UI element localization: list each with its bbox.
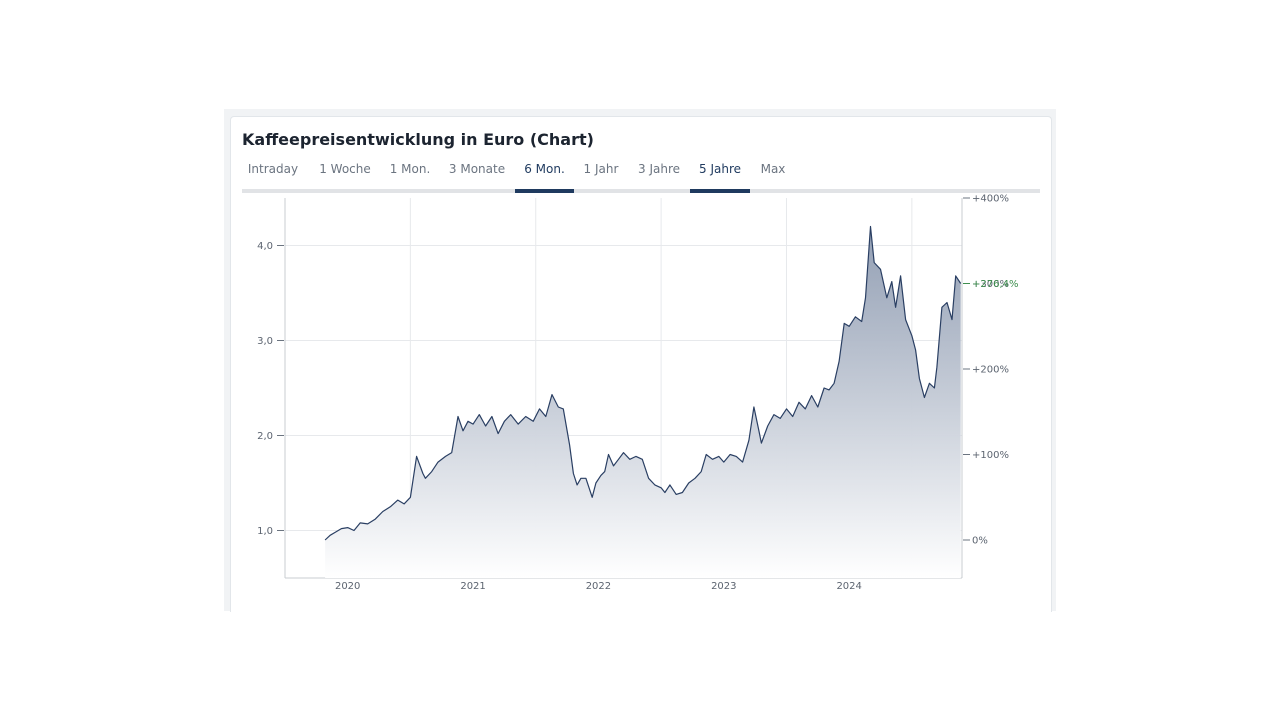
y-right-tick-label: +300% <box>972 279 1009 290</box>
price-line <box>324 225 962 541</box>
x-tick-label: 2020 <box>335 581 360 592</box>
y-tick-label: 1,0 <box>257 526 273 537</box>
x-tick-label: 2024 <box>836 581 861 592</box>
chart-area <box>324 225 962 578</box>
y-tick-label: 4,0 <box>257 241 273 252</box>
tab-1-mon[interactable]: 1 Mon. <box>389 162 431 176</box>
x-tick-label: 2022 <box>586 581 611 592</box>
tab-3-jahre[interactable]: 3 Jahre <box>638 162 680 176</box>
tab-intraday[interactable]: Intraday <box>247 162 299 176</box>
x-tick-label: 2023 <box>711 581 736 592</box>
timeframe-tabs: Intraday 1 Woche 1 Mon. 3 Monate 6 Mon. … <box>242 155 1040 193</box>
y-right-tick-label: 0% <box>972 536 988 547</box>
y-right-tick-label: +200% <box>972 365 1009 376</box>
tab-6-mon[interactable]: 6 Mon. <box>515 155 574 193</box>
y-tick-label: 2,0 <box>257 431 273 442</box>
y-right-tick-label: +100% <box>972 450 1009 461</box>
tab-1-jahr[interactable]: 1 Jahr <box>583 162 619 176</box>
tab-max[interactable]: Max <box>760 162 786 176</box>
x-tick-label: 2021 <box>460 581 485 592</box>
price-area-fill <box>325 226 961 578</box>
tab-3-monate[interactable]: 3 Monate <box>448 162 506 176</box>
y-tick-label: 3,0 <box>257 336 273 347</box>
y-right-tick-label: +400% <box>972 194 1009 205</box>
tab-1-woche[interactable]: 1 Woche <box>319 162 371 176</box>
current-change-label: +276,4% <box>972 279 1019 290</box>
tab-5-jahre[interactable]: 5 Jahre <box>690 155 750 193</box>
chart-title: Kaffeepreisentwicklung in Euro (Chart) <box>242 130 594 149</box>
chart-tick-labels: 1,0 2,0 3,0 4,0 0% +100% +200% +300% +400% +276,4… <box>257 194 1018 593</box>
